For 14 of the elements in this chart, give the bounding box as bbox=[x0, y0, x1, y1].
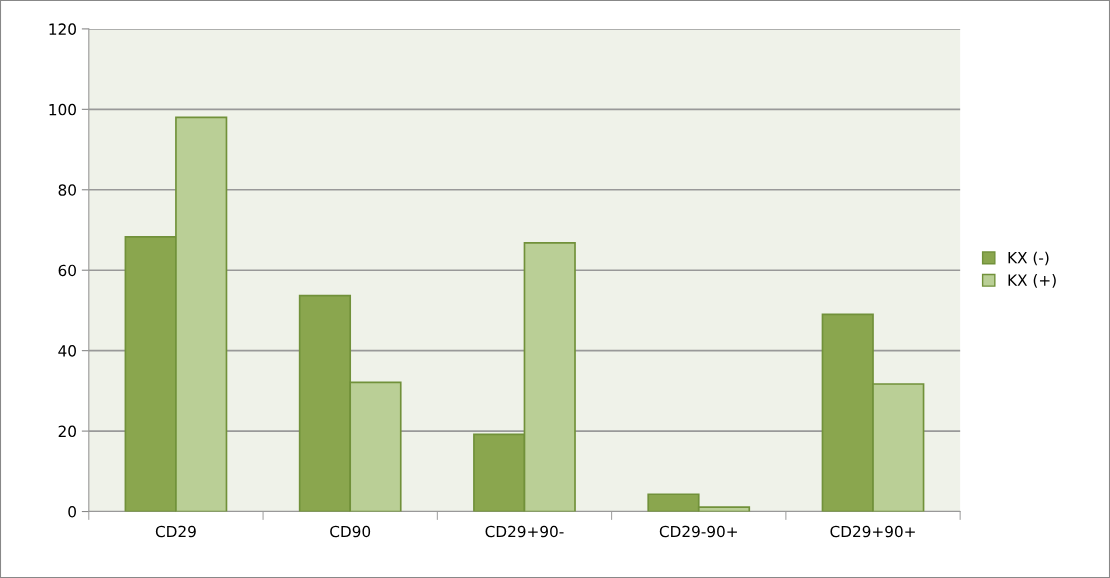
x-tick-label: CD29+90- bbox=[485, 525, 564, 538]
y-tick-label: 40 bbox=[58, 345, 76, 357]
legend-label: KX (-) bbox=[1008, 251, 1049, 266]
y-tick-label: 20 bbox=[58, 425, 76, 438]
y-tick-label: 100 bbox=[49, 103, 76, 116]
y-tick-label: 80 bbox=[58, 184, 76, 196]
x-tick-label: CD29-90+ bbox=[659, 525, 737, 538]
x-tick-label: CD90 bbox=[330, 525, 371, 538]
legend-label: KX (+) bbox=[1008, 274, 1056, 288]
x-tick-label: CD29+90+ bbox=[830, 525, 915, 538]
y-tick-label: 0 bbox=[68, 506, 76, 518]
y-tick-label: 60 bbox=[58, 264, 76, 277]
y-tick-label: 120 bbox=[49, 23, 76, 35]
x-tick-label: CD29 bbox=[155, 525, 196, 538]
